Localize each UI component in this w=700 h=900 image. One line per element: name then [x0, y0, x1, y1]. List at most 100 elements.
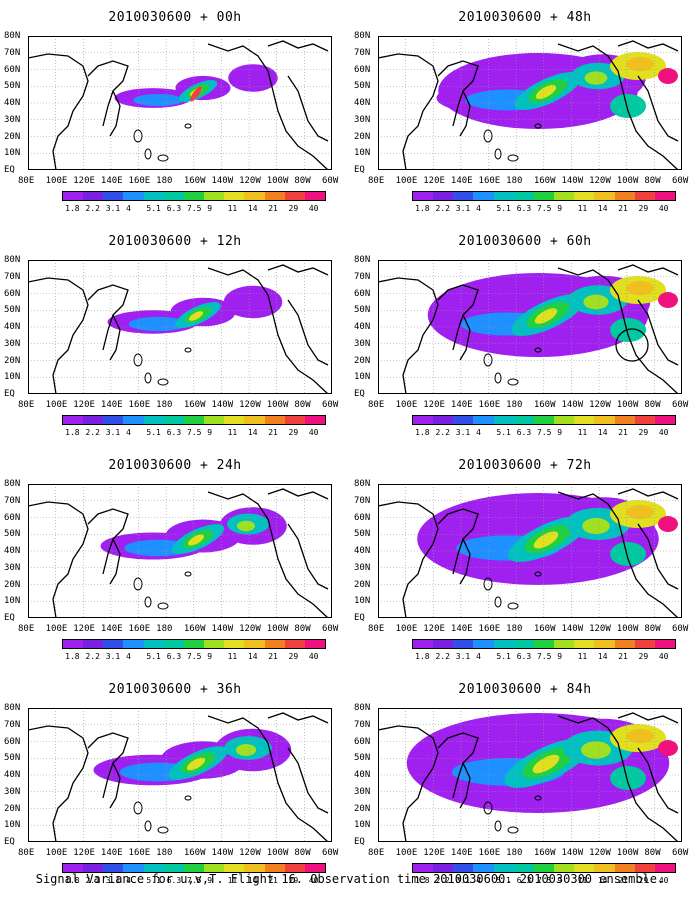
colorbar-swatch [224, 416, 245, 424]
colorbar-label: 11 [577, 428, 588, 437]
colorbar-swatch [304, 640, 326, 648]
lon-tick-label: 160W [533, 400, 556, 410]
lat-tick-label: 80N [354, 255, 371, 265]
coastline [267, 264, 329, 276]
colorbar-swatch [614, 640, 635, 648]
colorbar-swatch [433, 416, 454, 424]
lon-tick-label: 180 [506, 176, 523, 186]
lon-tick-label: 160W [183, 400, 206, 410]
lon-tick-label: 120E [423, 400, 445, 410]
lat-tick-label: 70N [4, 719, 21, 730]
colorbar-label: 1.8 [65, 876, 80, 885]
coastline [207, 491, 329, 618]
lon-tick-label: 140W [561, 624, 584, 634]
lon-tick-label: 140E [450, 848, 473, 858]
observation-ring [615, 328, 649, 362]
coastline [437, 732, 479, 799]
colorbar-label: 5.1 [146, 876, 161, 885]
coastline [267, 488, 329, 500]
colorbar-swatch [103, 192, 124, 200]
colorbar-swatch [634, 864, 655, 872]
colorbar-label: 9 [557, 204, 563, 213]
colorbar-label: 9 [207, 204, 213, 213]
lon-tick-label: 160W [183, 176, 206, 186]
panel-title: 2010030600 + 12h [108, 234, 242, 249]
variance-field [583, 294, 609, 310]
colorbar-label: 1.8 [415, 876, 430, 885]
panel-title: 2010030600 + 24h [108, 458, 242, 473]
colorbar-swatch [634, 192, 655, 200]
island-outline [144, 148, 152, 160]
colorbar [62, 415, 326, 425]
lon-tick-label: 100W [266, 848, 289, 858]
colorbar-swatch [453, 640, 474, 648]
colorbar-label: 1.8 [65, 428, 80, 437]
lon-tick-label: 80E [18, 176, 35, 186]
lon-tick-label: 140E [100, 848, 123, 858]
colorbar-swatch [574, 192, 595, 200]
colorbar-label: 40 [308, 428, 319, 437]
lon-tick-label: 120E [423, 624, 445, 634]
colorbar-swatch [284, 640, 305, 648]
colorbar-label: 4 [476, 652, 481, 661]
lat-tick-label: 60N [354, 512, 371, 523]
colorbar-swatch [123, 640, 144, 648]
coastline [267, 712, 329, 724]
colorbar-swatch [634, 416, 655, 424]
coastline [459, 314, 471, 361]
coastline [637, 75, 679, 142]
lon-tick-label: 120W [239, 624, 261, 634]
colorbar-label: 1.8 [415, 652, 430, 661]
coastline [28, 501, 89, 618]
lat-tick-label: 50N [4, 81, 21, 92]
colorbar-swatch [103, 416, 124, 424]
lon-tick-label: 100E [395, 400, 418, 410]
colorbar-swatch [204, 640, 225, 648]
lat-tick-label: 10N [4, 820, 21, 831]
figure-caption: Signal Variance for u,v,T. Flight 16. Ob… [35, 872, 665, 886]
colorbar-swatch [284, 864, 305, 872]
lat-tick-label: 50N [354, 305, 371, 316]
island-outline [133, 353, 143, 367]
coastline [109, 314, 121, 361]
coastline [109, 762, 121, 809]
coastline [109, 90, 121, 137]
lat-tick-label: 20N [4, 131, 21, 142]
colorbar-label: 40 [308, 652, 319, 661]
lon-tick-label: 80E [18, 624, 35, 634]
map-panel: 2010030600 + 24h 80N 70N 60N 50N 40N 30N 20N 10N… [4, 448, 340, 663]
lat-tick-label: 40N [354, 322, 371, 332]
lat-tick-label: 40N [354, 98, 371, 108]
colorbar-label: 4 [126, 652, 131, 661]
map-area: 80E 100E 120E 140E 160E 180 160W 140W 120W 100W 80… [18, 708, 338, 858]
lat-tick-label: 40N [354, 770, 371, 780]
island-outline [483, 577, 493, 591]
colorbar-swatch [224, 640, 245, 648]
lon-tick-label: 140W [211, 176, 234, 186]
lat-tick-label: 50N [4, 305, 21, 316]
panel-title: 2010030600 + 72h [458, 458, 592, 473]
lat-tick-label: 40N [4, 546, 21, 556]
coastline [637, 523, 679, 590]
colorbar-label: 2.2 [435, 652, 450, 661]
coastline [617, 712, 679, 724]
colorbar-label: 1.8 [415, 428, 430, 437]
variance-field [626, 505, 654, 519]
colorbar-swatch [594, 192, 615, 200]
map-area: 80E 100E 120E 140E 160E 180 160W 140W 120W 100W 80… [18, 36, 338, 186]
colorbar-swatch [433, 864, 454, 872]
lat-tick-label: 30N [354, 114, 371, 125]
lon-tick-label: 60W [322, 400, 339, 410]
coastline [557, 43, 679, 170]
variance-field [658, 740, 678, 756]
colorbar-swatch [163, 864, 184, 872]
island-outline [494, 148, 502, 160]
coastline [637, 747, 679, 814]
colorbar-label: 3.1 [105, 652, 121, 661]
colorbar-swatch [204, 192, 225, 200]
map-area: 80E 100E 120E 140E 160E 180 160W 140W 120W 100W 80… [18, 260, 338, 410]
lat-tick-label: 10N [354, 596, 371, 607]
lon-tick-label: 120E [73, 176, 95, 186]
lat-tick-label: 60N [4, 64, 21, 75]
coastline [437, 60, 479, 127]
